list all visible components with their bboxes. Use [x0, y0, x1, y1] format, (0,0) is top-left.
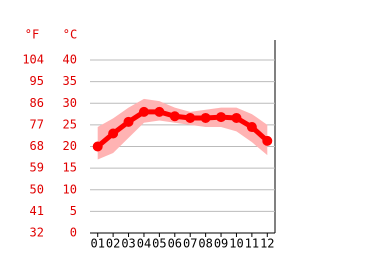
- point: [185, 112, 196, 123]
- y-tick-label: 10: [63, 182, 77, 196]
- y2-axis-label: °F: [25, 28, 39, 42]
- point: [200, 112, 211, 123]
- y2-tick-label: 95: [30, 74, 44, 88]
- y-tick-label: 35: [63, 74, 77, 88]
- y2-tick-label: 59: [30, 161, 44, 175]
- point: [138, 106, 149, 117]
- x-tick-label: 03: [121, 237, 135, 251]
- y-tick-label: 0: [70, 226, 77, 240]
- point: [123, 116, 134, 127]
- y-tick-label: 25: [63, 117, 77, 131]
- x-tick-label: 01: [90, 237, 104, 251]
- x-tick-label: 09: [214, 237, 228, 251]
- range-band: [97, 98, 268, 160]
- y2-tick-label: 41: [30, 204, 44, 218]
- y-axis-label: °C: [63, 28, 77, 42]
- x-tick-label: 11: [245, 237, 259, 251]
- y2-tick-label: 86: [30, 96, 44, 110]
- y2-tick-label: 50: [30, 182, 44, 196]
- x-tick-label: 12: [260, 237, 274, 251]
- x-tick-label: 02: [106, 237, 120, 251]
- x-tick-label: 10: [229, 237, 243, 251]
- y2-tick-label: 68: [30, 139, 44, 153]
- y-tick-label: 20: [63, 139, 77, 153]
- x-tick-label: 08: [198, 237, 212, 251]
- point: [262, 135, 273, 146]
- y2-tick-label: 32: [30, 226, 44, 240]
- y-tick-label: 30: [63, 96, 77, 110]
- y-tick-label: 5: [70, 204, 77, 218]
- point: [169, 111, 180, 122]
- point: [246, 122, 257, 133]
- x-tick-label: 05: [152, 237, 166, 251]
- x-tick-label: 04: [137, 237, 151, 251]
- y2-tick-label: 104: [22, 53, 44, 67]
- point: [108, 128, 119, 139]
- point: [92, 141, 103, 152]
- point: [154, 106, 165, 117]
- x-tick-label: 07: [183, 237, 197, 251]
- y2-tick-label: 77: [30, 117, 44, 131]
- y-tick-label: 15: [63, 161, 77, 175]
- y-tick-label: 40: [63, 53, 77, 67]
- point: [231, 112, 242, 123]
- x-tick-label: 06: [168, 237, 182, 251]
- point: [216, 112, 227, 123]
